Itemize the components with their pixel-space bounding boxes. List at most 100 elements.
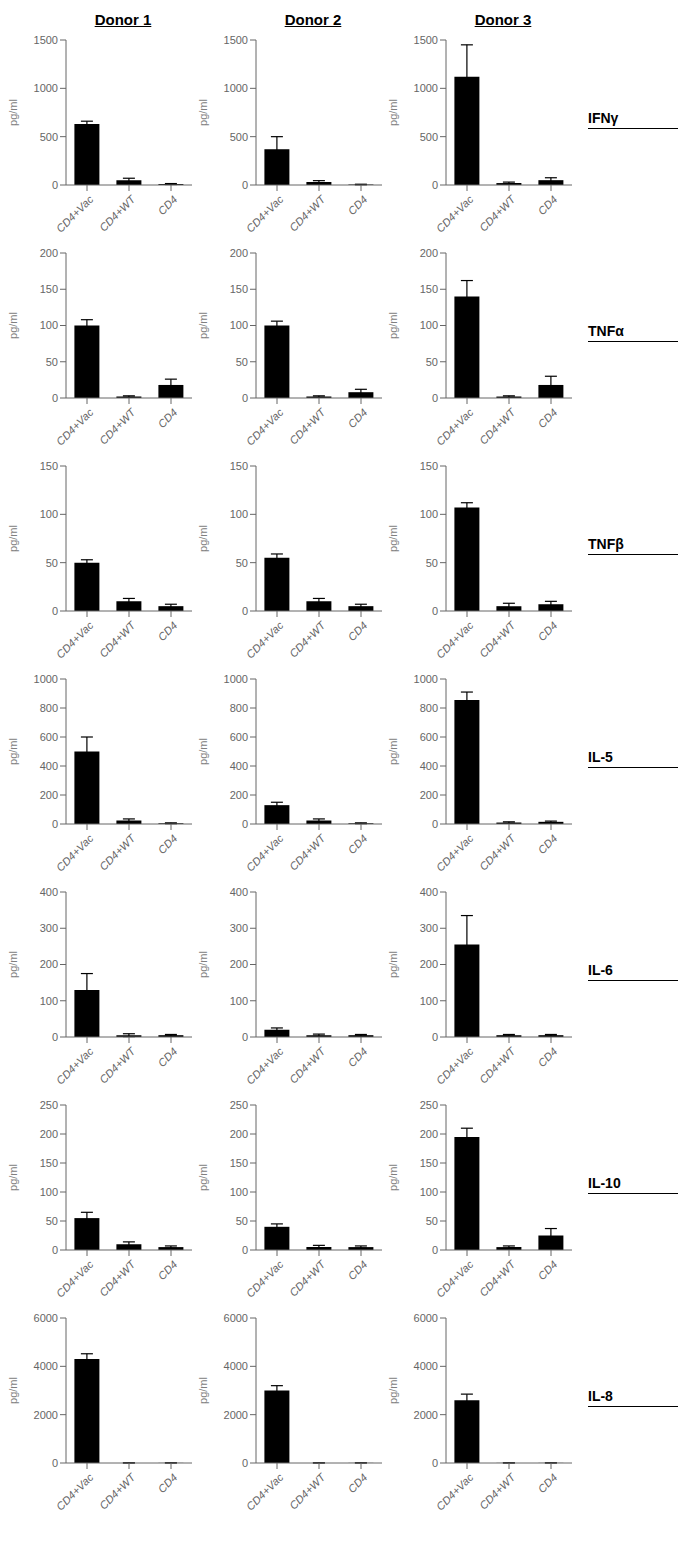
- svg-text:CD4+Vac: CD4+Vac: [434, 619, 476, 661]
- svg-text:CD4+WT: CD4+WT: [97, 618, 139, 660]
- svg-text:pg/ml: pg/ml: [388, 1164, 399, 1191]
- svg-text:CD4: CD4: [535, 1045, 559, 1069]
- svg-text:CD4: CD4: [535, 619, 559, 643]
- svg-text:CD4+Vac: CD4+Vac: [244, 1258, 286, 1300]
- svg-text:4000: 4000: [414, 1360, 438, 1372]
- svg-text:150: 150: [420, 283, 438, 295]
- svg-text:0: 0: [52, 179, 58, 191]
- svg-text:CD4+Vac: CD4+Vac: [244, 1045, 286, 1087]
- svg-text:pg/ml: pg/ml: [8, 99, 19, 126]
- svg-text:1500: 1500: [224, 34, 248, 46]
- svg-text:CD4: CD4: [155, 1471, 179, 1495]
- svg-text:0: 0: [52, 1244, 58, 1256]
- svg-text:CD4+WT: CD4+WT: [477, 618, 519, 660]
- svg-text:2000: 2000: [34, 1409, 58, 1421]
- svg-text:50: 50: [236, 356, 248, 368]
- svg-text:CD4: CD4: [345, 832, 369, 856]
- svg-text:CD4: CD4: [535, 1258, 559, 1282]
- svg-text:CD4+Vac: CD4+Vac: [434, 193, 476, 235]
- svg-text:50: 50: [236, 557, 248, 569]
- svg-text:400: 400: [40, 886, 58, 898]
- svg-text:150: 150: [40, 460, 58, 472]
- svg-text:300: 300: [40, 922, 58, 934]
- svg-text:0: 0: [242, 605, 248, 617]
- svg-text:CD4+Vac: CD4+Vac: [54, 193, 96, 235]
- svg-text:0: 0: [242, 818, 248, 830]
- svg-text:50: 50: [426, 356, 438, 368]
- svg-text:50: 50: [426, 1215, 438, 1227]
- svg-text:200: 200: [230, 247, 248, 259]
- svg-text:pg/ml: pg/ml: [8, 1164, 19, 1191]
- svg-text:CD4+WT: CD4+WT: [287, 831, 329, 873]
- svg-text:0: 0: [52, 1031, 58, 1043]
- svg-text:CD4: CD4: [155, 1258, 179, 1282]
- svg-text:200: 200: [40, 958, 58, 970]
- svg-text:800: 800: [420, 702, 438, 714]
- svg-text:CD4+WT: CD4+WT: [477, 1044, 519, 1086]
- svg-text:800: 800: [230, 702, 248, 714]
- svg-text:CD4+Vac: CD4+Vac: [434, 1045, 476, 1087]
- svg-text:0: 0: [242, 1457, 248, 1469]
- svg-text:150: 150: [40, 1157, 58, 1169]
- svg-text:CD4+Vac: CD4+Vac: [54, 832, 96, 874]
- svg-text:300: 300: [420, 922, 438, 934]
- svg-text:CD4+WT: CD4+WT: [97, 192, 139, 234]
- svg-text:0: 0: [432, 1031, 438, 1043]
- svg-text:pg/ml: pg/ml: [198, 1164, 209, 1191]
- svg-text:50: 50: [46, 356, 58, 368]
- svg-text:600: 600: [420, 731, 438, 743]
- svg-text:1000: 1000: [414, 82, 438, 94]
- svg-text:50: 50: [236, 1215, 248, 1227]
- svg-text:150: 150: [40, 283, 58, 295]
- svg-text:pg/ml: pg/ml: [198, 1377, 209, 1404]
- svg-text:4000: 4000: [34, 1360, 58, 1372]
- svg-text:2000: 2000: [414, 1409, 438, 1421]
- svg-text:200: 200: [420, 1128, 438, 1140]
- svg-text:CD4+Vac: CD4+Vac: [244, 619, 286, 661]
- svg-text:CD4+WT: CD4+WT: [287, 1044, 329, 1086]
- svg-text:CD4: CD4: [155, 1045, 179, 1069]
- svg-text:0: 0: [242, 179, 248, 191]
- svg-text:pg/ml: pg/ml: [198, 738, 209, 765]
- svg-text:CD4+Vac: CD4+Vac: [434, 406, 476, 448]
- svg-text:0: 0: [432, 1457, 438, 1469]
- svg-text:800: 800: [40, 702, 58, 714]
- svg-text:CD4+Vac: CD4+Vac: [54, 406, 96, 448]
- svg-text:0: 0: [242, 1031, 248, 1043]
- svg-text:400: 400: [420, 760, 438, 772]
- svg-text:CD4+WT: CD4+WT: [477, 1257, 519, 1299]
- svg-text:CD4: CD4: [155, 832, 179, 856]
- svg-text:pg/ml: pg/ml: [388, 99, 399, 126]
- svg-text:50: 50: [46, 557, 58, 569]
- svg-text:CD4: CD4: [345, 1258, 369, 1282]
- svg-text:100: 100: [420, 995, 438, 1007]
- svg-text:0: 0: [432, 392, 438, 404]
- svg-text:CD4+WT: CD4+WT: [97, 1257, 139, 1299]
- svg-text:1000: 1000: [414, 673, 438, 685]
- svg-text:1000: 1000: [224, 82, 248, 94]
- svg-text:200: 200: [420, 789, 438, 801]
- svg-text:1500: 1500: [34, 34, 58, 46]
- svg-text:0: 0: [432, 179, 438, 191]
- svg-text:2000: 2000: [224, 1409, 248, 1421]
- svg-text:500: 500: [420, 131, 438, 143]
- svg-text:pg/ml: pg/ml: [8, 312, 19, 339]
- svg-text:150: 150: [420, 460, 438, 472]
- svg-text:0: 0: [432, 818, 438, 830]
- svg-text:0: 0: [52, 392, 58, 404]
- svg-text:200: 200: [40, 247, 58, 259]
- svg-text:100: 100: [420, 319, 438, 331]
- svg-text:1500: 1500: [414, 34, 438, 46]
- svg-text:CD4+WT: CD4+WT: [287, 1470, 329, 1512]
- svg-text:CD4+WT: CD4+WT: [287, 618, 329, 660]
- svg-text:150: 150: [230, 283, 248, 295]
- svg-text:CD4: CD4: [535, 832, 559, 856]
- svg-text:0: 0: [52, 605, 58, 617]
- svg-text:CD4+Vac: CD4+Vac: [244, 1471, 286, 1513]
- svg-text:CD4+WT: CD4+WT: [287, 405, 329, 447]
- svg-text:CD4+WT: CD4+WT: [477, 831, 519, 873]
- svg-text:CD4+WT: CD4+WT: [477, 405, 519, 447]
- svg-text:100: 100: [40, 1186, 58, 1198]
- svg-text:CD4+Vac: CD4+Vac: [54, 619, 96, 661]
- svg-text:CD4: CD4: [155, 406, 179, 430]
